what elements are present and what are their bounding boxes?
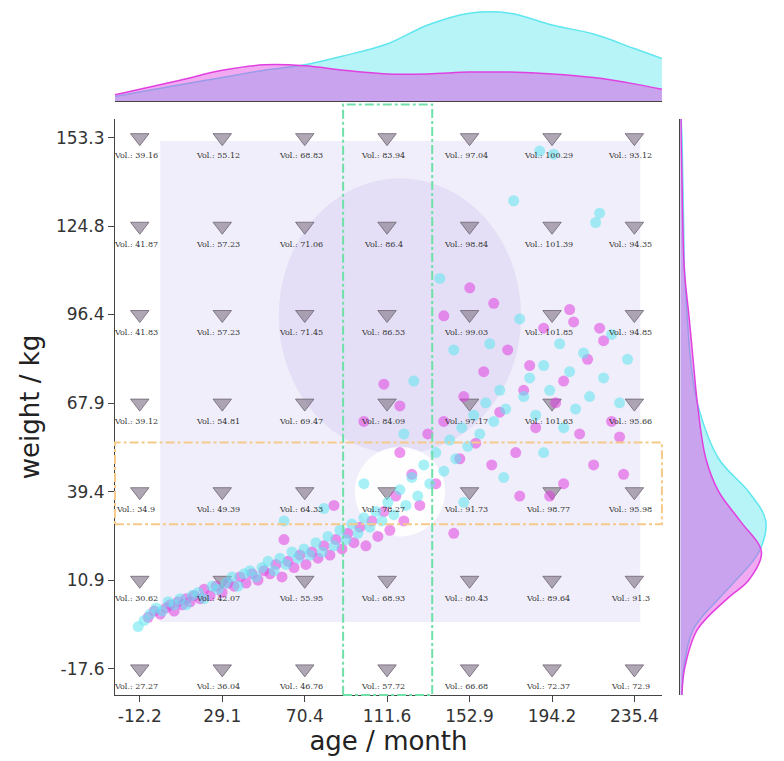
svg-text:Vol.: 94.35: Vol.: 94.35 (608, 240, 652, 249)
svg-text:Vol.: 39.16: Vol.: 39.16 (114, 151, 158, 160)
svg-text:152.9: 152.9 (445, 706, 494, 726)
svg-text:Vol.: 71.06: Vol.: 71.06 (279, 240, 323, 249)
svg-text:Vol.: 46.76: Vol.: 46.76 (279, 682, 323, 691)
svg-text:Vol.: 83.94: Vol.: 83.94 (361, 151, 405, 160)
svg-text:Vol.: 54.81: Vol.: 54.81 (196, 417, 240, 426)
svg-text:Vol.: 34.9: Vol.: 34.9 (116, 505, 155, 514)
svg-text:Vol.: 30.62: Vol.: 30.62 (114, 594, 158, 603)
svg-text:Vol.: 101.85: Vol.: 101.85 (524, 328, 573, 337)
svg-text:Vol.: 84.09: Vol.: 84.09 (361, 417, 405, 426)
svg-text:Vol.: 98.77: Vol.: 98.77 (526, 505, 570, 514)
svg-text:Vol.: 57.23: Vol.: 57.23 (196, 240, 240, 249)
svg-text:Vol.: 49.39: Vol.: 49.39 (196, 505, 240, 514)
svg-text:Vol.: 80.43: Vol.: 80.43 (444, 594, 488, 603)
svg-text:67.9: 67.9 (67, 393, 105, 413)
svg-text:Vol.: 71.45: Vol.: 71.45 (279, 328, 323, 337)
svg-text:Vol.: 101.63: Vol.: 101.63 (524, 417, 573, 426)
svg-text:Vol.: 95.98: Vol.: 95.98 (608, 505, 652, 514)
svg-text:39.4: 39.4 (67, 482, 105, 502)
svg-text:Vol.: 94.85: Vol.: 94.85 (608, 328, 652, 337)
svg-text:Vol.: 66.68: Vol.: 66.68 (444, 682, 488, 691)
svg-text:Vol.: 101.39: Vol.: 101.39 (524, 240, 573, 249)
svg-text:Vol.: 91.3: Vol.: 91.3 (611, 594, 650, 603)
svg-text:Vol.: 93.12: Vol.: 93.12 (608, 151, 652, 160)
svg-text:Vol.: 72.37: Vol.: 72.37 (526, 682, 570, 691)
svg-text:Vol.: 64.33: Vol.: 64.33 (279, 505, 323, 514)
svg-text:Vol.: 97.04: Vol.: 97.04 (444, 151, 488, 160)
svg-text:29.1: 29.1 (203, 706, 241, 726)
svg-text:weight / kg: weight / kg (15, 335, 45, 480)
svg-text:235.4: 235.4 (610, 706, 659, 726)
svg-text:Vol.: 57.72: Vol.: 57.72 (361, 682, 405, 691)
svg-text:Vol.: 42.07: Vol.: 42.07 (196, 594, 240, 603)
svg-text:age / month: age / month (309, 726, 467, 756)
svg-text:Vol.: 39.12: Vol.: 39.12 (114, 417, 158, 426)
svg-text:10.9: 10.9 (67, 570, 105, 590)
svg-text:Vol.: 57.23: Vol.: 57.23 (196, 328, 240, 337)
svg-text:Vol.: 86.53: Vol.: 86.53 (361, 328, 405, 337)
svg-text:-12.2: -12.2 (118, 706, 162, 726)
svg-text:194.2: 194.2 (528, 706, 577, 726)
svg-text:Vol.: 86.4: Vol.: 86.4 (364, 240, 403, 249)
svg-text:96.4: 96.4 (67, 304, 105, 324)
svg-text:Vol.: 27.27: Vol.: 27.27 (114, 682, 158, 691)
svg-text:Vol.: 72.9: Vol.: 72.9 (611, 682, 650, 691)
svg-text:Vol.: 36.04: Vol.: 36.04 (196, 682, 240, 691)
svg-text:Vol.: 68.83: Vol.: 68.83 (279, 151, 323, 160)
svg-text:Vol.: 41.87: Vol.: 41.87 (114, 240, 158, 249)
svg-text:Vol.: 55.95: Vol.: 55.95 (279, 594, 323, 603)
svg-text:Vol.: 68.93: Vol.: 68.93 (361, 594, 405, 603)
svg-text:Vol.: 89.64: Vol.: 89.64 (526, 594, 570, 603)
svg-text:Vol.: 69.47: Vol.: 69.47 (279, 417, 323, 426)
svg-text:Vol.: 95.66: Vol.: 95.66 (608, 417, 652, 426)
svg-text:Vol.: 97.17: Vol.: 97.17 (444, 417, 488, 426)
svg-text:111.6: 111.6 (363, 706, 412, 726)
svg-text:70.4: 70.4 (286, 706, 324, 726)
svg-text:-17.6: -17.6 (61, 659, 105, 679)
svg-text:Vol.: 99.03: Vol.: 99.03 (444, 328, 488, 337)
svg-text:153.3: 153.3 (56, 128, 105, 148)
svg-text:Vol.: 78.27: Vol.: 78.27 (361, 505, 405, 514)
svg-text:Vol.: 100.29: Vol.: 100.29 (524, 151, 573, 160)
svg-text:Vol.: 55.12: Vol.: 55.12 (196, 151, 240, 160)
svg-text:Vol.: 41.83: Vol.: 41.83 (114, 328, 158, 337)
svg-text:Vol.: 91.73: Vol.: 91.73 (444, 505, 488, 514)
svg-text:Vol.: 98.84: Vol.: 98.84 (444, 240, 488, 249)
svg-text:124.8: 124.8 (56, 216, 105, 236)
